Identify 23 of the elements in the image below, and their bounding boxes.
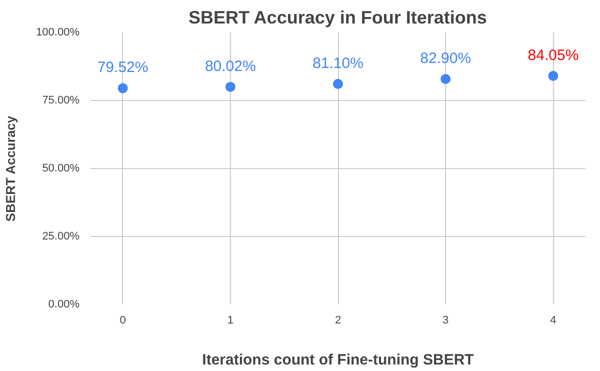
x-tick-label: 2 bbox=[334, 314, 342, 326]
point bbox=[225, 82, 236, 92]
data-label: 80.02% bbox=[204, 58, 256, 75]
y-axis-title: SBERT Accuracy bbox=[3, 115, 18, 222]
data-label: 79.52% bbox=[97, 59, 148, 76]
point bbox=[548, 70, 558, 81]
point bbox=[118, 83, 128, 94]
y-tick-label: 0.00% bbox=[48, 298, 80, 310]
y-tick-label: 75.00% bbox=[42, 94, 80, 106]
y-tick-label: 100.00% bbox=[36, 26, 80, 38]
chart-title: SBERT Accuracy in Four Iterations bbox=[188, 8, 487, 28]
data-label: 81.10% bbox=[312, 54, 364, 72]
x-tick-label: 3 bbox=[442, 314, 449, 326]
x-tick-label: 1 bbox=[227, 314, 234, 326]
point bbox=[333, 78, 343, 89]
annotation: 84.05% bbox=[528, 46, 579, 64]
x-tick-label: 4 bbox=[550, 314, 556, 326]
y-tick-label: 50.00% bbox=[42, 162, 80, 174]
x-axis-title: Iterations count of Fine-tuning SBERT bbox=[202, 352, 474, 368]
data-label: 82.90% bbox=[420, 50, 472, 68]
x-tick-label: 0 bbox=[120, 314, 126, 326]
point bbox=[440, 74, 451, 84]
y-tick-label: 25.00% bbox=[42, 230, 80, 242]
